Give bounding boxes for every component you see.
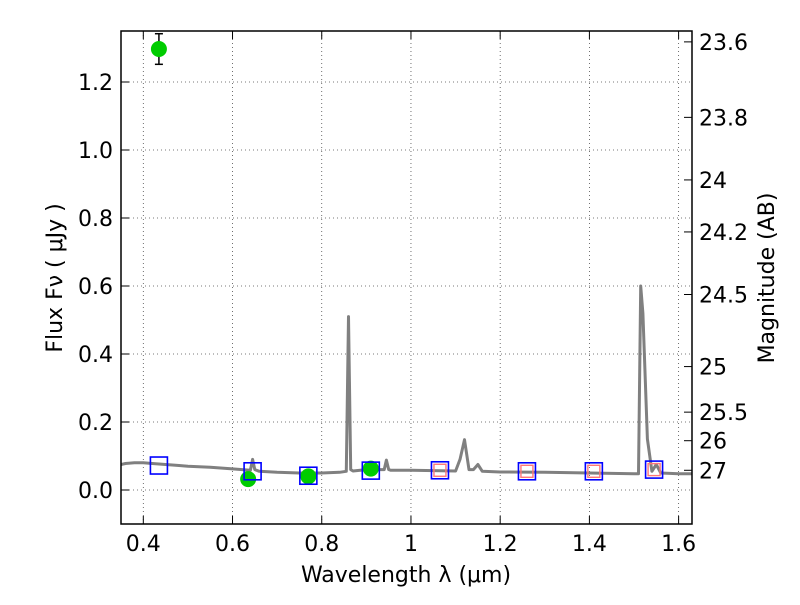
x-tick-label: 1.2: [483, 532, 518, 557]
model-flux-square: [430, 460, 450, 480]
data-group: [121, 32, 692, 488]
y2-tick-label: 24.5: [699, 284, 748, 309]
y2-axis-title: Magnitude (AB): [755, 193, 780, 364]
y-tick-label: 1.2: [78, 71, 113, 96]
observed-flux-point: [362, 460, 379, 477]
x-tick-label: 0.8: [304, 532, 339, 557]
x-tick-label: 1: [404, 532, 418, 557]
y-tick-label: 0.0: [78, 479, 113, 504]
synthetic-flux-square: [587, 464, 601, 478]
y2-tick-label: 25.5: [699, 401, 748, 426]
model-flux-square: [299, 466, 318, 486]
grid-layer: [121, 31, 692, 524]
model-flux-square: [361, 461, 381, 480]
x-axis-title: Wavelength λ (μm): [301, 563, 511, 588]
model-flux-square: [644, 460, 664, 479]
x-tick-label: 0.6: [215, 532, 250, 557]
observed-flux-point: [300, 468, 317, 485]
y-tick-label: 0.4: [78, 343, 113, 368]
y-tick-label: 1.0: [78, 139, 113, 164]
y2-tick-label: 27: [699, 459, 727, 484]
observed-flux-point: [150, 41, 167, 58]
y2-tick-label: 23.8: [699, 106, 748, 131]
y2-tick-label: 24.2: [699, 221, 748, 246]
synthetic-flux-square: [520, 464, 534, 478]
synthetic-flux-square: [433, 463, 447, 477]
model-flux-square: [584, 461, 604, 481]
template-spectrum-line: [121, 284, 692, 476]
y2-tick-label: 25: [699, 356, 727, 381]
axes-layer: 0.4 0.6 0.8 1 1.2 1.4 1.6 0.0 0.2 0.4 0.6 0.8 1.0 1.2…: [78, 30, 748, 557]
y2-tick-label: 26: [699, 430, 727, 455]
plot-layer: [121, 32, 692, 488]
y-tick-label: 0.2: [78, 411, 113, 436]
x-tick-label: 1.6: [661, 532, 696, 557]
y-tick-label: 0.6: [78, 275, 113, 300]
model-flux-square: [149, 456, 169, 475]
model-flux-square: [243, 461, 262, 481]
model-flux-square: [517, 461, 537, 481]
x-tick-label: 1.4: [572, 532, 607, 557]
plot-frame: [120, 30, 693, 525]
y-tick-label: 0.8: [78, 207, 113, 232]
y2-tick-label: 23.6: [699, 31, 748, 56]
synthetic-flux-square: [647, 462, 661, 477]
y-axis-title: Flux Fν ( μJy ): [43, 203, 68, 352]
x-tick-label: 0.4: [126, 532, 161, 557]
y2-tick-label: 24: [699, 169, 727, 194]
